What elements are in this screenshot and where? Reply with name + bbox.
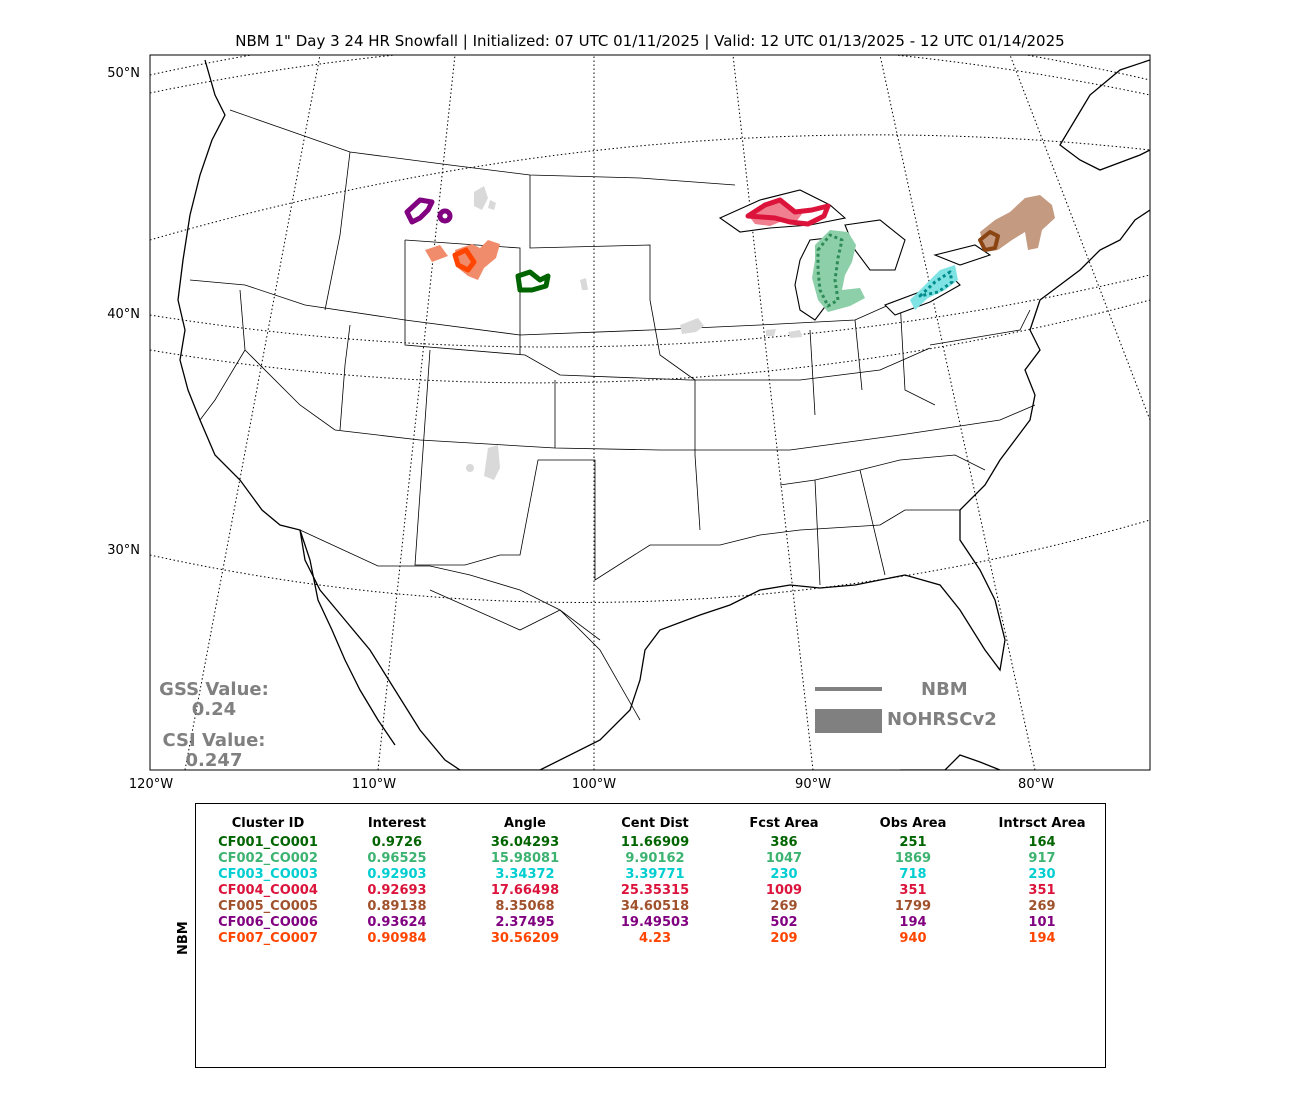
map-frame (149, 54, 1151, 771)
table-cell: CF001_CO001 (218, 835, 318, 850)
table-cell: CF005_CO005 (218, 899, 318, 914)
table-cell: 940 (899, 931, 927, 946)
legend-nohrsc-swatch (815, 709, 882, 733)
lon-label-90: 90°W (795, 777, 831, 792)
table-cell: CF007_CO007 (218, 931, 318, 946)
table-cell: 3.34372 (495, 867, 555, 882)
gss-label: GSS Value: (159, 679, 269, 700)
col-header-fcst-area: Fcst Area (749, 816, 819, 831)
table-cell: CF004_CO004 (218, 883, 318, 898)
table-cell: 4.23 (638, 931, 672, 946)
fcst-cf006b (437, 208, 453, 224)
table-cell: 0.96525 (367, 851, 427, 866)
col-header-obs-area: Obs Area (879, 816, 947, 831)
fcst-clusters (404, 197, 1000, 308)
table-cell: 164 (1028, 835, 1056, 850)
table-cell: 0.90984 (367, 931, 427, 946)
col-header-intrsct-area: Intrsct Area (998, 816, 1086, 831)
lon-label-100: 100°W (571, 777, 617, 792)
lat-label-30: 30°N (107, 543, 140, 558)
table-side-label: NBM (176, 921, 191, 955)
coastlines (177, 59, 1150, 770)
csi-value: 0.247 (185, 750, 243, 771)
cluster-table: Cluster ID Interest Angle Cent Dist Fcst… (195, 803, 1106, 1068)
borders (189, 109, 1036, 721)
lon-label-110: 110°W (351, 777, 397, 792)
lon-label-80: 80°W (1018, 777, 1054, 792)
fcst-cf003 (918, 270, 954, 298)
legend-nbm-label: NBM (921, 679, 968, 700)
table-cell: 0.89138 (367, 899, 427, 914)
table-cell: 917 (1028, 851, 1056, 866)
fcst-cf004 (745, 197, 831, 227)
fcst-cf005 (978, 230, 1000, 252)
table-cell: 1799 (894, 899, 932, 914)
table-cell: 269 (1028, 899, 1056, 914)
table-cell: 0.92693 (367, 883, 427, 898)
table-cell: 1009 (765, 883, 803, 898)
table-cell: 2.37495 (495, 915, 555, 930)
table-cell: 101 (1028, 915, 1056, 930)
unmatched-obs-areas (466, 186, 802, 480)
obs-area-cf002 (812, 230, 865, 312)
table-cell: 36.04293 (490, 835, 560, 850)
fcst-cf001 (515, 269, 551, 293)
table-cell: 15.98081 (490, 851, 560, 866)
col-header-cent-dist: Cent Dist (621, 816, 689, 831)
graticule (150, 55, 1150, 770)
col-header-angle: Angle (504, 816, 546, 831)
table-cell: 351 (1028, 883, 1056, 898)
legend-nohrsc-label: NOHRSCv2 (887, 709, 997, 730)
lat-label-50: 50°N (107, 66, 140, 81)
table-cell: 351 (899, 883, 927, 898)
map-title: NBM 1" Day 3 24 HR Snowfall | Initialize… (235, 32, 1065, 50)
obs-area-cf007 (425, 240, 500, 280)
map-content (150, 55, 1150, 770)
table-cell: 230 (770, 867, 798, 882)
table-cell: CF006_CO006 (218, 915, 318, 930)
table-cell: 1047 (765, 851, 803, 866)
table-cell: 386 (770, 835, 798, 850)
table-cell: 230 (1028, 867, 1056, 882)
fcst-cf006 (404, 197, 435, 225)
table-cell: 269 (770, 899, 798, 914)
table-cell: 194 (899, 915, 927, 930)
fcst-cf007 (452, 247, 477, 273)
table-cell: 1869 (894, 851, 932, 866)
table-cell: 0.92903 (367, 867, 427, 882)
table-cell: 194 (1028, 931, 1056, 946)
table-cell: 0.93624 (367, 915, 427, 930)
fcst-cf002 (816, 233, 844, 308)
col-header-interest: Interest (367, 816, 427, 831)
table-cell: 25.35315 (620, 883, 690, 898)
table-cell: 502 (770, 915, 798, 930)
table-cell: CF002_CO002 (218, 851, 318, 866)
table-cell: 17.66498 (490, 883, 560, 898)
col-header-cluster-id: Cluster ID (231, 816, 305, 831)
table-cell: CF003_CO003 (218, 867, 318, 882)
table-cell: 34.60518 (620, 899, 690, 914)
table-cell: 8.35068 (495, 899, 555, 914)
table-cell: 30.56209 (490, 931, 560, 946)
table-cell: 3.39771 (625, 867, 685, 882)
table-cell: 9.90162 (625, 851, 685, 866)
gss-value: 0.24 (191, 699, 237, 720)
table-cell: 11.66909 (620, 835, 690, 850)
lon-label-120: 120°W (128, 777, 174, 792)
table-cell: 19.49503 (620, 915, 690, 930)
table-cell: 0.9726 (371, 835, 423, 850)
table-cell: 209 (770, 931, 798, 946)
csi-label: CSI Value: (162, 730, 266, 751)
table-cell: 251 (899, 835, 927, 850)
lat-label-40: 40°N (107, 307, 140, 322)
table-cell: 718 (899, 867, 927, 882)
